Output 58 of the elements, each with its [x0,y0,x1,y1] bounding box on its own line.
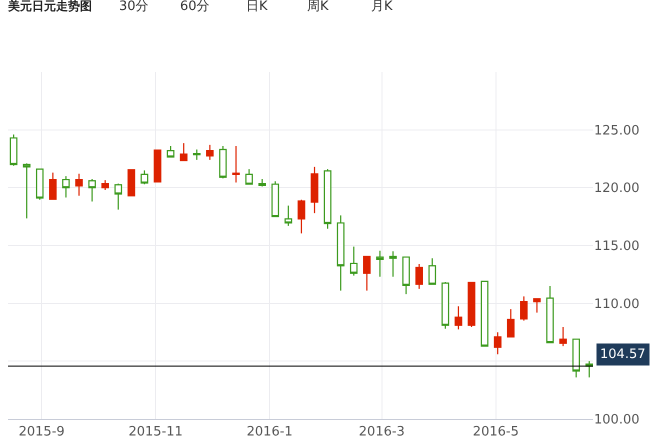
candlestick [310,166,318,214]
x-tick-label: 2016-5 [472,424,519,440]
x-tick-label: 2016-3 [358,424,405,440]
candlestick [271,180,280,218]
candlestick [192,148,201,161]
candlestick [75,173,83,196]
candlestick [494,332,502,355]
candlestick [232,145,240,184]
candlestick [88,178,96,202]
candlestick [520,296,528,322]
candlestick [206,144,214,161]
candlestick [415,263,423,290]
candlestick [533,298,541,314]
candlestick [468,282,476,328]
candlestick [402,256,410,295]
x-tick-label: 2015-9 [18,424,65,440]
x-tick-label: 2016-1 [246,424,293,440]
candlestick [298,199,306,234]
candlestick [219,145,227,180]
candlestick [36,168,44,200]
candlestick [546,285,554,344]
y-tick-label: 115.00 [594,239,640,254]
candlestick [442,281,450,330]
candlestick [324,168,332,230]
candlestick [336,214,344,292]
candlestick [363,256,371,292]
candlestick [245,168,253,185]
candlestick [454,306,462,330]
ref-line-label: 104.57 [600,347,646,362]
candlestick [166,145,174,158]
text: 周K [307,0,329,14]
candlestick [101,180,109,191]
y-tick-label: 100.00 [594,412,640,428]
candlestick [140,170,148,185]
text: 日K [246,0,268,14]
candlestick [10,134,18,166]
x-tick-label: 2015-11 [128,424,183,440]
candlestick [62,176,70,198]
candlestick [559,326,567,347]
candlestick [506,308,515,338]
candlestick [389,250,397,278]
candlestick [154,148,162,184]
candlestick [114,183,122,210]
candlestick [284,205,292,226]
candlestick [22,162,30,219]
candlestick [480,280,488,347]
candlestick [376,250,384,278]
candlestick [428,258,436,285]
candlestick [350,246,358,276]
candlestick [572,338,580,378]
y-tick-label: 120.00 [594,181,640,196]
candlestick [180,142,188,162]
candlestick [128,169,136,197]
y-tick-label: 110.00 [594,296,640,312]
y-tick-label: 125.00 [594,123,640,138]
candlestick [49,172,57,200]
text: 月K [371,0,393,14]
candlestick [258,178,266,188]
